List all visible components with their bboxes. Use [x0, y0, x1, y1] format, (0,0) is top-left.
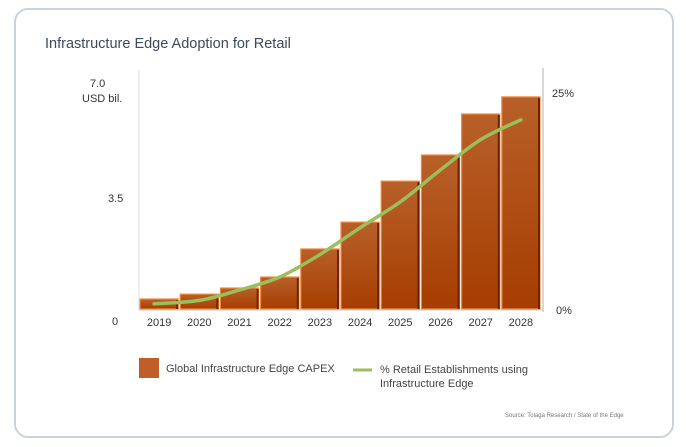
legend-label-retail-pct: % Retail Establishments using Infrastruc… — [380, 364, 528, 390]
legend-label-capex: Global Infrastructure Edge CAPEX — [166, 363, 335, 375]
bar-shadow-2019 — [176, 299, 179, 309]
bar-shadow-2020 — [216, 295, 219, 309]
y-tick-zero: 0 — [112, 316, 118, 328]
x-tick-label: 2027 — [468, 317, 492, 329]
source-note: Source: Tolaga Research / State of the E… — [505, 413, 624, 419]
bar-2028 — [501, 96, 541, 310]
bar-shadow-2028 — [538, 97, 540, 309]
y2-tick-zero: 0% — [556, 305, 572, 317]
bar-2027 — [461, 113, 501, 310]
legend-swatch-bar — [139, 358, 159, 378]
x-tick-label: 2025 — [388, 317, 412, 329]
bar-shadow-2021 — [256, 289, 259, 309]
chart-card — [14, 8, 674, 438]
x-tick-label: 2022 — [267, 317, 291, 329]
bar-shadow-2022 — [296, 278, 299, 309]
x-tick-label: 2020 — [187, 317, 211, 329]
x-tick-label: 2026 — [428, 317, 452, 329]
x-tick-label: 2023 — [308, 317, 332, 329]
line-series-retail-pct — [152, 118, 523, 306]
bar-shadow-2026 — [457, 155, 460, 309]
y-tick-mid: 3.5 — [108, 193, 123, 205]
bar-shadow-2023 — [337, 249, 339, 309]
bar-shadow-2025 — [417, 182, 420, 309]
bar-2026 — [420, 154, 461, 310]
x-tick-label: 2024 — [348, 317, 372, 329]
bar-shadow-2027 — [497, 114, 500, 309]
y2-tick-max: 25% — [552, 88, 574, 100]
bar-shadow-2024 — [377, 223, 380, 309]
y-tick-max: 7.0 — [90, 78, 105, 90]
x-tick-label: 2028 — [509, 317, 533, 329]
x-tick-label: 2019 — [147, 317, 171, 329]
bar-2023 — [300, 248, 340, 310]
chart-title: Infrastructure Edge Adoption for Retail — [45, 36, 291, 52]
y-axis-label: USD bil. — [82, 93, 122, 105]
x-tick-label: 2021 — [227, 317, 251, 329]
